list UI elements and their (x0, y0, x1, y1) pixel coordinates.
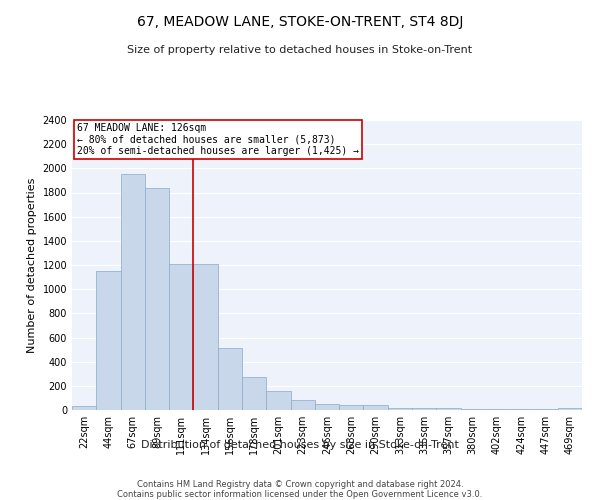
Text: Size of property relative to detached houses in Stoke-on-Trent: Size of property relative to detached ho… (127, 45, 473, 55)
Bar (412, 408, 436, 410)
Text: Contains HM Land Registry data © Crown copyright and database right 2024.
Contai: Contains HM Land Registry data © Crown c… (118, 480, 482, 500)
Bar (169, 264, 193, 410)
Bar (72, 406, 96, 410)
Bar (218, 348, 242, 410)
Text: Distribution of detached houses by size in Stoke-on-Trent: Distribution of detached houses by size … (141, 440, 459, 450)
Bar (388, 408, 412, 410)
Bar (436, 408, 461, 410)
Bar (485, 409, 509, 410)
Text: 67 MEADOW LANE: 126sqm
← 80% of detached houses are smaller (5,873)
20% of semi-: 67 MEADOW LANE: 126sqm ← 80% of detached… (77, 123, 359, 156)
Bar (558, 408, 582, 410)
Bar (315, 404, 339, 410)
Bar (461, 409, 485, 410)
Text: 67, MEADOW LANE, STOKE-ON-TRENT, ST4 8DJ: 67, MEADOW LANE, STOKE-ON-TRENT, ST4 8DJ (137, 15, 463, 29)
Bar (121, 174, 145, 410)
Bar (96, 271, 121, 410)
Bar (290, 400, 315, 410)
Y-axis label: Number of detached properties: Number of detached properties (27, 178, 37, 352)
Bar (145, 188, 169, 410)
Bar (364, 404, 388, 410)
Bar (193, 264, 218, 410)
Bar (242, 378, 266, 410)
Bar (339, 404, 364, 410)
Bar (266, 392, 290, 410)
